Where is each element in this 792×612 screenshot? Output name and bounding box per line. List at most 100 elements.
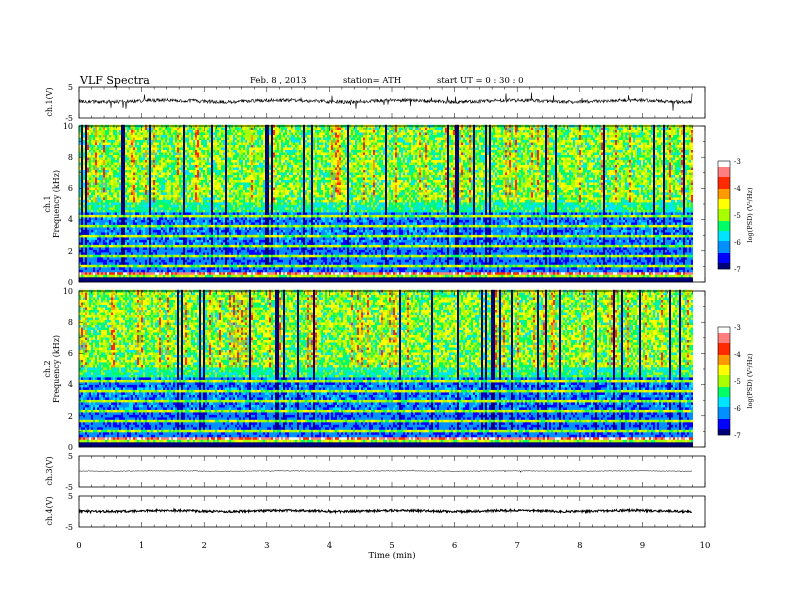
spec-cell bbox=[227, 145, 229, 148]
spec-cell bbox=[115, 155, 117, 158]
spec-cell bbox=[127, 200, 129, 203]
spec-cell bbox=[121, 145, 123, 148]
spec-cell bbox=[179, 245, 181, 248]
spec-cell bbox=[149, 177, 151, 180]
spec-cell bbox=[199, 152, 201, 155]
spec-cell bbox=[209, 212, 211, 215]
spec-cell bbox=[185, 242, 187, 245]
spec-cell bbox=[149, 170, 151, 173]
spec-cell bbox=[127, 277, 129, 280]
spec-cell bbox=[179, 185, 181, 188]
spec-cell bbox=[195, 260, 197, 263]
spec-cell bbox=[113, 252, 115, 255]
spec-cell bbox=[115, 210, 117, 213]
spec-cell bbox=[215, 155, 217, 158]
spec-cell bbox=[101, 162, 103, 165]
spec-cell bbox=[155, 245, 157, 248]
spec-cell bbox=[211, 162, 213, 165]
spec-cell bbox=[91, 152, 93, 155]
spec-cell bbox=[211, 130, 213, 133]
spec-cell bbox=[183, 167, 185, 170]
spec-cell bbox=[103, 272, 105, 275]
spec-cell bbox=[149, 247, 151, 250]
spec-cell bbox=[181, 277, 183, 280]
spec-cell bbox=[125, 212, 127, 215]
spec-cell bbox=[149, 265, 151, 268]
spec-cell bbox=[139, 197, 141, 200]
spec-cell bbox=[113, 257, 115, 260]
spec-cell bbox=[191, 175, 193, 178]
spec-cell bbox=[125, 162, 127, 165]
spec-cell bbox=[103, 160, 105, 163]
spec-cell bbox=[101, 147, 103, 150]
spec-cell bbox=[215, 270, 217, 273]
spec-cell bbox=[231, 150, 233, 153]
spec-cell bbox=[185, 255, 187, 258]
spec-cell bbox=[175, 232, 177, 235]
spec-cell bbox=[225, 235, 227, 238]
spec-cell bbox=[219, 135, 221, 138]
spec-cell bbox=[233, 260, 235, 263]
spec-cell bbox=[119, 195, 121, 198]
ch1-waveform bbox=[79, 93, 692, 111]
spec-cell bbox=[97, 255, 99, 258]
spec-cell bbox=[195, 182, 197, 185]
spec-cell bbox=[81, 257, 83, 260]
spec-cell bbox=[217, 177, 219, 180]
spec-cell bbox=[217, 217, 219, 220]
spec-cell bbox=[223, 177, 225, 180]
spec-cell bbox=[195, 137, 197, 140]
spec-cell bbox=[131, 220, 133, 223]
spec-cell bbox=[83, 140, 85, 143]
spec-cell bbox=[229, 157, 231, 160]
spec-cell bbox=[113, 227, 115, 230]
spec-cell bbox=[215, 247, 217, 250]
spec-cell bbox=[199, 255, 201, 258]
spec-cell bbox=[135, 222, 137, 225]
spec-cell bbox=[101, 187, 103, 190]
spec-cell bbox=[187, 267, 189, 270]
spec-cell bbox=[83, 275, 85, 278]
spec-cell bbox=[147, 130, 149, 133]
spec-cell bbox=[135, 227, 137, 230]
spec-cell bbox=[133, 212, 135, 215]
spec-cell bbox=[171, 215, 173, 218]
spec-cell bbox=[187, 157, 189, 160]
spec-cell bbox=[81, 275, 83, 278]
spec-cell bbox=[219, 232, 221, 235]
spec-cell bbox=[167, 157, 169, 160]
spec-cell bbox=[181, 185, 183, 188]
spec-cell bbox=[105, 165, 107, 168]
spec-cell bbox=[185, 220, 187, 223]
spec-cell bbox=[131, 215, 133, 218]
spec-cell bbox=[103, 137, 105, 140]
spec-cell bbox=[147, 255, 149, 258]
spec-cell bbox=[153, 262, 155, 265]
spec-cell bbox=[225, 217, 227, 220]
spec-cell bbox=[155, 257, 157, 260]
spec-cell bbox=[107, 212, 109, 215]
spec-cell bbox=[95, 172, 97, 175]
spec-cell bbox=[199, 197, 201, 200]
spec-cell bbox=[201, 225, 203, 228]
spec-cell bbox=[161, 132, 163, 135]
spec-cell bbox=[203, 230, 205, 233]
spec-cell bbox=[171, 150, 173, 153]
spec-cell bbox=[83, 267, 85, 270]
spec-cell bbox=[217, 172, 219, 175]
spec-cell bbox=[229, 147, 231, 150]
spec-cell bbox=[179, 275, 181, 278]
spec-cell bbox=[119, 192, 121, 195]
spec-cell bbox=[157, 230, 159, 233]
spec-cell bbox=[91, 142, 93, 145]
spec-cell bbox=[195, 167, 197, 170]
spec-cell bbox=[219, 177, 221, 180]
spec-cell bbox=[151, 237, 153, 240]
spec-cell bbox=[145, 215, 147, 218]
spec-cell bbox=[227, 197, 229, 200]
spec-cell bbox=[149, 215, 151, 218]
spec-cell bbox=[161, 185, 163, 188]
spec-cell bbox=[149, 152, 151, 155]
spec-cell bbox=[205, 157, 207, 160]
spec-cell bbox=[131, 270, 133, 273]
